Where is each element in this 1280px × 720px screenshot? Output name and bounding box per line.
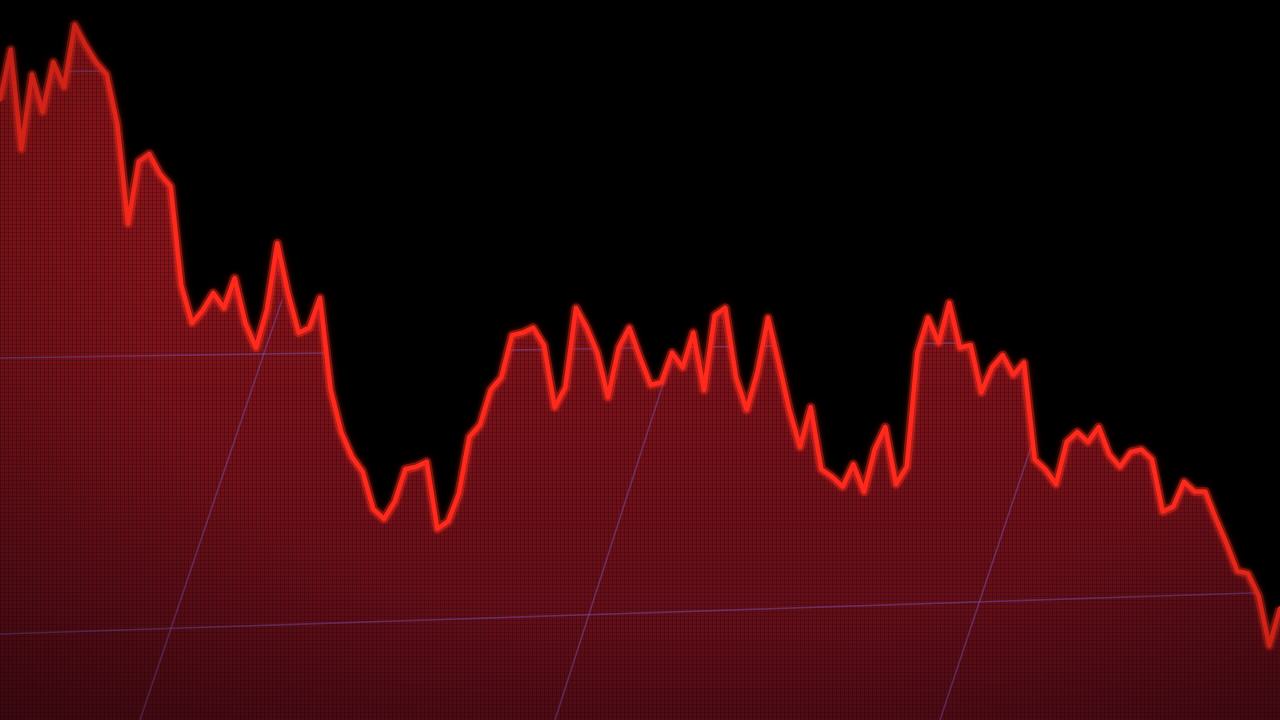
price-series-line (0, 22, 1280, 648)
grid-line-v-1 (139, 299, 283, 720)
screen-pixel-texture (0, 24, 1280, 720)
grid-line-h-1 (0, 61, 1280, 73)
grid-line-v-3 (939, 419, 1041, 720)
area-fill-layer (0, 24, 1280, 720)
grid-line-h-3 (0, 591, 1280, 635)
series-line-layer (0, 20, 1280, 650)
